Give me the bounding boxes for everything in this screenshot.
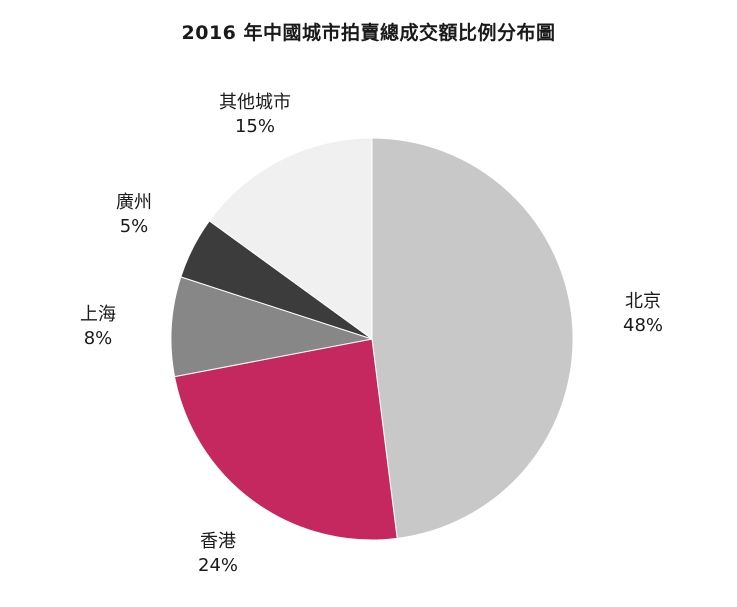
slice-name: 其他城市 [219, 92, 291, 113]
slice-percent: 24% [197, 555, 239, 576]
pie-slice-1 [173, 338, 398, 541]
slice-label-hongkong: 香港 24% [198, 530, 238, 578]
slice-label-other-cities: 其他城市 15% [219, 91, 291, 139]
slice-name: 北京 [624, 291, 661, 312]
slice-name: 上海 [80, 304, 116, 325]
pie-slice-4 [208, 137, 373, 340]
slice-percent: 5% [119, 216, 149, 237]
chart-title: 2016 年中國城市拍賣總成交額比例分布圖 [181, 22, 556, 44]
pie-slice-2 [170, 276, 373, 378]
slice-percent: 48% [622, 315, 664, 336]
slice-label-beijing: 北京 48% [623, 290, 663, 338]
slice-percent: 15% [234, 116, 275, 137]
slice-label-shanghai: 上海 8% [80, 303, 116, 351]
slice-label-guangzhou: 廣州 5% [116, 191, 152, 239]
slice-percent: 8% [83, 328, 113, 349]
slice-name: 香港 [199, 531, 236, 552]
pie-slice-0 [371, 137, 574, 539]
slice-name: 廣州 [116, 192, 152, 213]
